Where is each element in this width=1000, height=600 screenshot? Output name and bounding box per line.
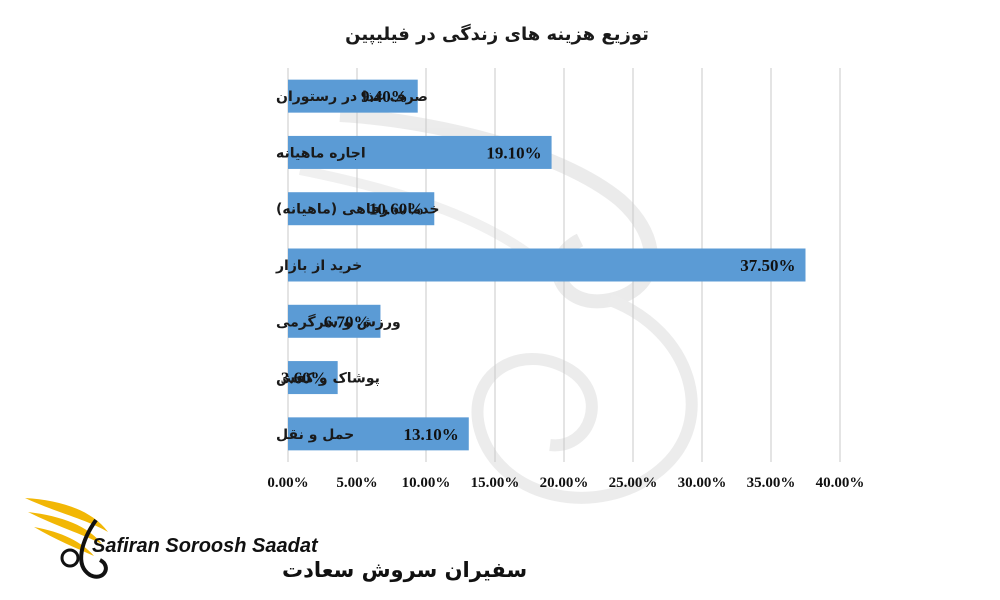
eagle-wing-icon bbox=[25, 498, 108, 579]
x-tick-label: 20.00% bbox=[540, 475, 589, 491]
bar bbox=[288, 79, 418, 113]
category-label: حمل و نقل bbox=[276, 427, 354, 443]
x-tick-label: 0.00% bbox=[267, 475, 308, 491]
bar-value-label: 6.70% bbox=[324, 312, 371, 331]
bar-value-label: 9.40% bbox=[361, 87, 408, 106]
category-labels: صرف غذا در رستوران اجاره ماهیانه خدمات رفا… bbox=[275, 89, 439, 443]
bar bbox=[288, 135, 552, 169]
category-label: پوشاک و کفش bbox=[276, 371, 380, 387]
category-label: خرید از بازار bbox=[275, 258, 362, 274]
bar-value-label: 37.50% bbox=[740, 256, 795, 275]
x-tick-label: 10.00% bbox=[402, 475, 451, 491]
bar bbox=[288, 361, 338, 395]
brand-name-persian: سفیران سروش سعادت bbox=[282, 558, 527, 582]
bar bbox=[288, 192, 435, 226]
bars bbox=[288, 79, 806, 451]
category-label: خدمات رفاهی (ماهیانه) bbox=[276, 202, 439, 218]
bar-value-label: 13.10% bbox=[404, 425, 459, 444]
bar-value-label: 19.10% bbox=[486, 143, 541, 162]
x-tick-label: 35.00% bbox=[747, 475, 796, 491]
x-axis-ticks: 0.00% 5.00% 10.00% 15.00% 20.00% 25.00% 30.00%… bbox=[267, 475, 864, 491]
brand-name-english: Safiran Soroosh Saadat bbox=[92, 535, 319, 557]
bar-value-label: 10.60% bbox=[369, 200, 424, 219]
x-tick-label: 30.00% bbox=[678, 475, 727, 491]
bar bbox=[288, 248, 806, 282]
x-tick-label: 40.00% bbox=[816, 475, 865, 491]
category-label: اجاره ماهیانه bbox=[276, 145, 366, 161]
category-label: ورزش و سرگرمی bbox=[276, 313, 401, 330]
x-tick-label: 5.00% bbox=[336, 475, 377, 491]
value-labels: 9.40% 19.10% 10.60% 37.50% 6.70% 3.60% 13.10% bbox=[281, 87, 796, 444]
bar bbox=[288, 304, 381, 338]
x-tick-label: 15.00% bbox=[471, 475, 520, 491]
bar-value-label: 3.60% bbox=[281, 369, 328, 388]
category-label: صرف غذا در رستوران bbox=[276, 89, 428, 105]
brand-logo: Safiran Soroosh Saadat سفیران سروش سعادت bbox=[25, 498, 527, 582]
bar bbox=[288, 417, 469, 451]
x-tick-label: 25.00% bbox=[609, 475, 658, 491]
chart-title: توزیع هزینه های زندگی در فیلیپین bbox=[345, 23, 649, 45]
